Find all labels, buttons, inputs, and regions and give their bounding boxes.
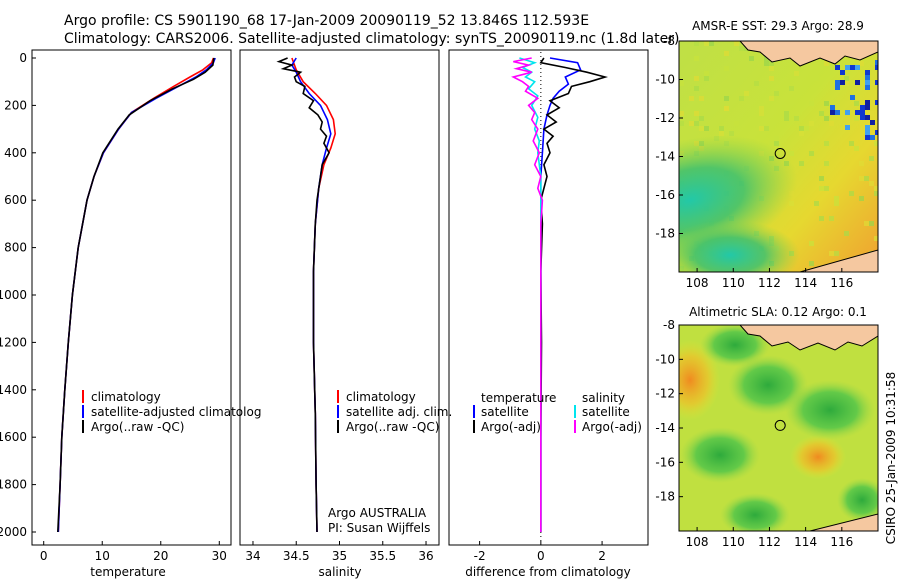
lat-tick-label: -14 [655,150,675,164]
x-tick-label: 0 [40,549,48,563]
x-tick-label: 30 [212,549,227,563]
difference-panel: -2 0 2 difference from climatology tempera… [448,49,649,579]
x-tick-label: 2 [598,549,606,563]
lon-tick-label: 110 [722,276,745,290]
x-tick-label: -2 [474,549,486,563]
climatology-line [57,57,215,533]
x-tick-label: 20 [153,549,168,563]
lat-tick-label: -8 [663,318,675,332]
legend-label-satellite: satellite-adjusted climatolog [91,405,261,419]
lat-tick-label: -18 [655,490,675,504]
salinity-legend: climatology satellite adj. clim. Argo(..… [337,390,452,434]
y-tick-label: 1000 [0,288,27,302]
lon-tick-label: 112 [758,535,781,549]
float-pi-annotation: PI: Susan Wijffels [328,521,430,535]
satellite-climatology-line [57,57,216,533]
y-tick-label: 800 [4,241,27,255]
satellite-climatology-line [290,57,332,533]
y-tick-label: 1400 [0,383,27,397]
x-tick-label: 35 [332,549,347,563]
lon-tick-label: 108 [686,535,709,549]
difference-axis-label: difference from climatology [465,565,631,579]
lat-tick-label: -10 [655,352,675,366]
difference-plot-frame [448,49,649,546]
sla-map-title: Altimetric SLA: 0.12 Argo: 0.1 [689,305,867,319]
sst-map-title: AMSR-E SST: 29.3 Argo: 28.9 [692,19,864,33]
legend-label-temp-argo: Argo(-adj) [481,420,541,434]
lon-tick-label: 114 [794,535,817,549]
salinity-axis-label: salinity [318,565,361,579]
legend-label-climatology: climatology [346,390,416,404]
legend-label-temp-satellite: satellite [481,405,529,419]
y-tick-label: 200 [4,98,27,112]
land-mass [739,41,878,67]
x-tick-label: 34 [245,549,260,563]
argo-temperature-line [57,57,215,533]
lon-tick-label: 112 [758,276,781,290]
temp-argo-diff-line [539,57,609,532]
legend-label-argo: Argo(..raw -QC) [346,420,439,434]
lon-tick-label: 116 [830,276,853,290]
x-tick-label: 10 [95,549,110,563]
difference-legend: temperature satellite Argo(-adj) salinit… [473,391,642,434]
x-tick-label: 35.5 [369,549,396,563]
temperature-legend: climatology satellite-adjusted climatolo… [82,390,261,434]
lat-tick-label: -16 [655,188,675,202]
lat-tick-label: -10 [655,73,675,87]
x-tick-label: 0 [537,549,545,563]
legend-heading-temperature: temperature [481,391,556,405]
salinity-plot-frame [239,49,440,546]
argo-position-marker [774,419,786,431]
lat-tick-label: -8 [663,34,675,48]
temperature-panel: 0 200 400 600 800 1000 1200 1400 1600 1800 2000 0 1… [0,49,261,579]
y-tick-label: 0 [19,51,27,65]
y-tick-label: 1800 [0,478,27,492]
y-tick-label: 1200 [0,335,27,349]
legend-label-sal-satellite: satellite [582,405,630,419]
lat-tick-label: -16 [655,455,675,469]
lon-tick-label: 108 [686,276,709,290]
y-tick-label: 1600 [0,430,27,444]
legend-label-argo: Argo(..raw -QC) [91,420,184,434]
sst-field [679,41,878,272]
lon-tick-label: 116 [830,535,853,549]
sla-field [679,325,878,531]
x-tick-label: 36 [418,549,433,563]
argo-salinity-line [276,57,331,533]
land-mass-south [809,513,878,531]
legend-label-climatology: climatology [91,390,161,404]
lat-tick-label: -18 [655,227,675,241]
land-mass-south [799,249,878,272]
lon-tick-label: 110 [722,535,745,549]
legend-heading-salinity: salinity [582,391,625,405]
argo-position-marker [774,148,786,159]
lat-tick-label: -12 [655,387,675,401]
legend-label-satellite: satellite adj. clim. [346,405,452,419]
header-line-2: Climatology: CARS2006. Satellite-adjuste… [64,31,679,47]
x-tick-label: 34.5 [283,549,310,563]
land-mass [739,325,878,351]
lat-tick-label: -14 [655,421,675,435]
temperature-axis-label: temperature [90,565,165,579]
sla-map-panel: Altimetric SLA: 0.12 Argo: 0.1 -8 -10 -12 -… [655,305,879,549]
y-tick-label: 400 [4,146,27,160]
salinity-panel: 34 34.5 35 35.5 36 salinity climatology sate… [239,49,452,579]
lat-tick-label: -12 [655,111,675,125]
header-line-1: Argo profile: CS 5901190_68 17-Jan-2009 … [64,13,589,29]
temperature-plot-frame [31,49,232,546]
timestamp-side-label: CSIRO 25-Jan-2009 10:31:58 [884,372,898,544]
y-tick-label: 600 [4,193,27,207]
legend-label-sal-argo: Argo(-adj) [582,420,642,434]
sal-argo-diff-line [511,57,544,532]
lon-tick-label: 114 [794,276,817,290]
sst-map-panel: AMSR-E SST: 29.3 Argo: 28.9 -8 -10 -12 -14 -… [655,19,879,290]
float-program-annotation: Argo AUSTRALIA [328,506,427,520]
y-tick-label: 2000 [0,525,27,539]
temp-satellite-diff-line [539,57,582,532]
